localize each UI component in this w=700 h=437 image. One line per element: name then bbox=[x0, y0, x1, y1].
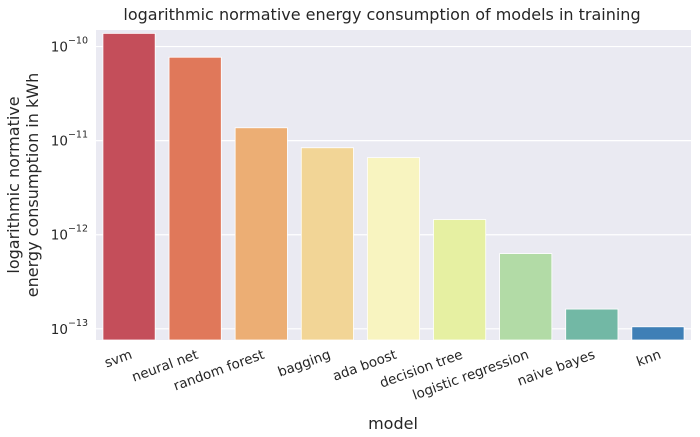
bar-random-forest bbox=[234, 127, 288, 341]
bar-neural-net bbox=[168, 56, 222, 341]
y-tick-base: 10 bbox=[51, 40, 68, 56]
y-tick-label: 10−12 bbox=[51, 224, 88, 244]
y-tick-label: 10−11 bbox=[51, 130, 88, 150]
bar-knn bbox=[631, 326, 685, 341]
x-tick-label: svm bbox=[102, 347, 134, 372]
x-tick-label: logistic regression bbox=[411, 347, 532, 404]
bar-naive-bayes bbox=[565, 308, 619, 341]
y-tick-exponent: −11 bbox=[68, 130, 88, 141]
y-axis-label-line-1: logarithmic normative bbox=[4, 96, 23, 273]
bar-ada-boost bbox=[366, 157, 421, 341]
bar-decision-tree bbox=[433, 219, 487, 341]
y-tick-exponent: −13 bbox=[68, 318, 88, 329]
y-tick-base: 10 bbox=[51, 322, 68, 338]
y-tick-label: 10−10 bbox=[51, 36, 88, 56]
chart-title: logarithmic normative energy consumption… bbox=[123, 5, 640, 24]
x-tick-label: bagging bbox=[276, 347, 333, 381]
bar-logistic-regression bbox=[499, 253, 553, 341]
x-axis-label: model bbox=[368, 414, 418, 433]
y-tick-exponent: −12 bbox=[68, 224, 88, 235]
x-tick-label: knn bbox=[634, 347, 663, 371]
y-tick-base: 10 bbox=[51, 134, 68, 150]
bar-svm bbox=[102, 33, 156, 341]
y-axis-label-line-2: energy consumption in kWh bbox=[23, 73, 42, 297]
y-tick-exponent: −10 bbox=[68, 36, 88, 47]
bar-bagging bbox=[300, 147, 354, 341]
y-tick-label: 10−13 bbox=[51, 318, 88, 338]
y-tick-base: 10 bbox=[51, 228, 68, 244]
bars bbox=[102, 33, 685, 341]
